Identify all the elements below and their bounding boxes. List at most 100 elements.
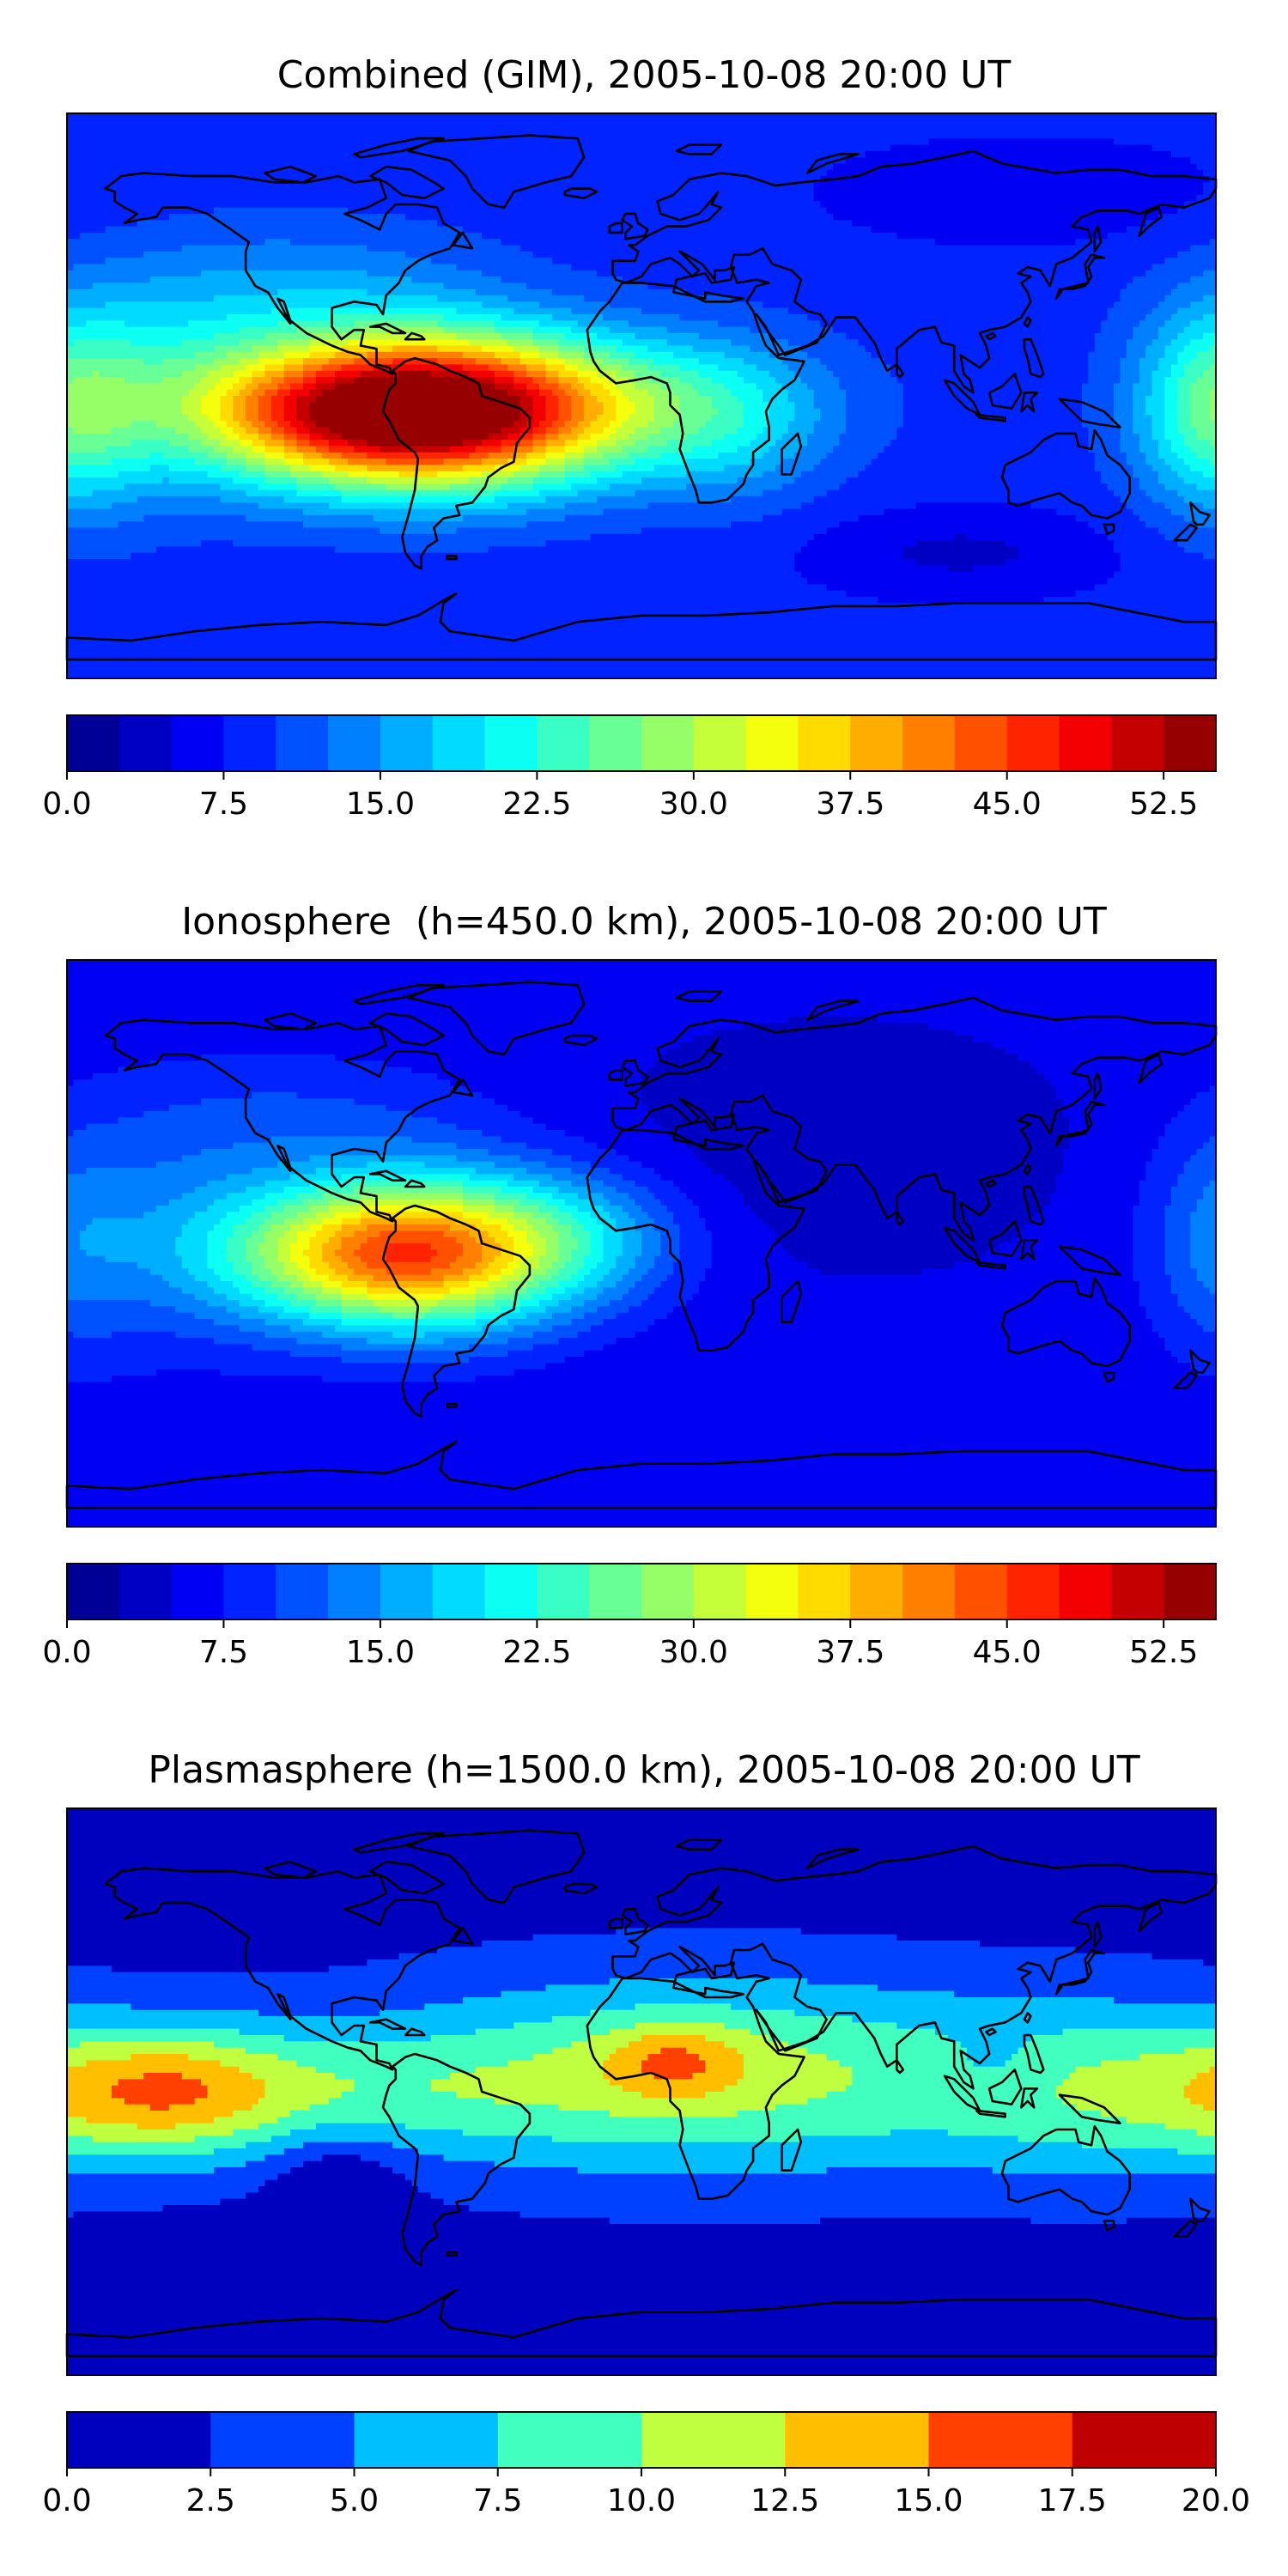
contour-cell: [258, 1274, 278, 1282]
contour-cell: [507, 1230, 527, 1238]
contour-cell: [67, 1965, 112, 1973]
contour-cell: [1196, 1206, 1217, 1212]
coastline: [985, 2027, 997, 2037]
contour-cell: [495, 2160, 1217, 2168]
contour-cell: [622, 471, 687, 478]
contour-cell: [226, 313, 330, 321]
contour-cell: [571, 1274, 585, 1282]
contour-cell: [794, 552, 904, 560]
contour-cell: [67, 2092, 112, 2099]
contour-cell: [609, 459, 636, 466]
contour-cell: [488, 452, 514, 459]
contour-cell: [67, 1255, 106, 1263]
colorbar-swatch: [171, 715, 224, 771]
contour-cell: [264, 1255, 278, 1263]
contour-cell: [577, 1281, 598, 1288]
contour-cell: [705, 1224, 770, 1231]
contour-cell: [456, 307, 514, 315]
contour-cell: [519, 465, 540, 472]
contour-cell: [482, 471, 514, 478]
contour-cell: [168, 477, 234, 484]
contour-cell: [296, 1193, 323, 1200]
coastline: [353, 984, 445, 1005]
contour-cell: [673, 1218, 706, 1225]
contour-cell: [635, 1199, 661, 1206]
contour-cell: [264, 2092, 343, 2099]
contour-cell: [762, 489, 828, 497]
contour-cell: [781, 1243, 999, 1250]
contour-cell: [1164, 396, 1178, 403]
contour-cell: [213, 1319, 266, 1326]
contour-cell: [67, 1111, 144, 1118]
contour-cell: [762, 452, 795, 459]
contour-cell: [692, 383, 726, 391]
contour-cell: [501, 358, 521, 366]
contour-cell: [290, 1350, 508, 1358]
contour-cell: [1145, 1174, 1178, 1182]
contour-cell: [686, 483, 783, 491]
contour-cell: [1126, 339, 1153, 347]
contour-cell: [220, 402, 234, 410]
contour-cell: [67, 2167, 215, 2174]
contour-cell: [450, 1224, 477, 1231]
contour-cell: [270, 396, 285, 403]
contour-cell: [532, 396, 547, 403]
contour-cell: [175, 427, 202, 434]
contour-cell: [1183, 201, 1217, 209]
contour-cell: [1158, 213, 1217, 221]
contour-cell: [526, 1230, 540, 1238]
contour-cell: [545, 1199, 566, 1206]
contour-cell: [462, 440, 483, 447]
colorbar-swatch: [1111, 715, 1164, 771]
colorbar-swatch: [954, 715, 1008, 771]
contour-cell: [507, 1281, 527, 1288]
contour-cell: [845, 389, 904, 397]
contour-cell: [456, 1155, 521, 1163]
contour-cell: [584, 351, 611, 359]
contour-cell: [246, 465, 266, 472]
contour-cell: [411, 1136, 502, 1144]
contour-cell: [67, 559, 795, 566]
contour-cell: [532, 251, 1178, 258]
contour-cell: [67, 1959, 368, 1966]
contour-cell: [67, 245, 183, 252]
contour-cell: [1177, 414, 1191, 422]
coastline: [987, 1220, 1023, 1257]
contour-cell: [233, 383, 246, 391]
contour-cell: [532, 1224, 553, 1231]
coastline: [104, 172, 461, 375]
contour-cell: [315, 370, 336, 378]
contour-cell: [564, 1130, 668, 1137]
contour-cell: [482, 345, 514, 353]
contour-cell: [532, 483, 572, 491]
contour-cell: [1126, 2117, 1217, 2124]
contour-cell: [878, 452, 1096, 459]
contour-cell: [1062, 1104, 1185, 1112]
contour-cell: [526, 421, 540, 428]
contour-cell: [1088, 351, 1127, 359]
contour-cell: [629, 452, 661, 459]
contour-cell: [341, 1218, 361, 1225]
contour-cell: [303, 1319, 343, 1326]
contour-cell: [1183, 477, 1217, 484]
contour-cell: [1133, 465, 1153, 472]
contour-cell: [67, 1508, 1217, 1515]
contour-cell: [264, 477, 298, 484]
contour-cell: [181, 396, 202, 403]
contour-cell: [1107, 578, 1217, 585]
contour-cell: [513, 452, 527, 459]
contour-cell: [787, 339, 860, 347]
contour-cell: [462, 465, 495, 472]
contour-cell: [564, 421, 579, 428]
contour-cell: [724, 2085, 847, 2093]
contour-cell: [417, 2186, 1217, 2193]
contour-cell: [545, 1287, 566, 1295]
coastline: [621, 1060, 649, 1087]
contour-cell: [67, 2016, 553, 2023]
contour-cell: [603, 383, 617, 391]
contour-cell: [1151, 1155, 1191, 1163]
contour-cell: [551, 389, 566, 397]
contour-cell: [558, 2104, 776, 2111]
contour-cell: [181, 1224, 215, 1231]
contour-cell: [1094, 345, 1127, 353]
